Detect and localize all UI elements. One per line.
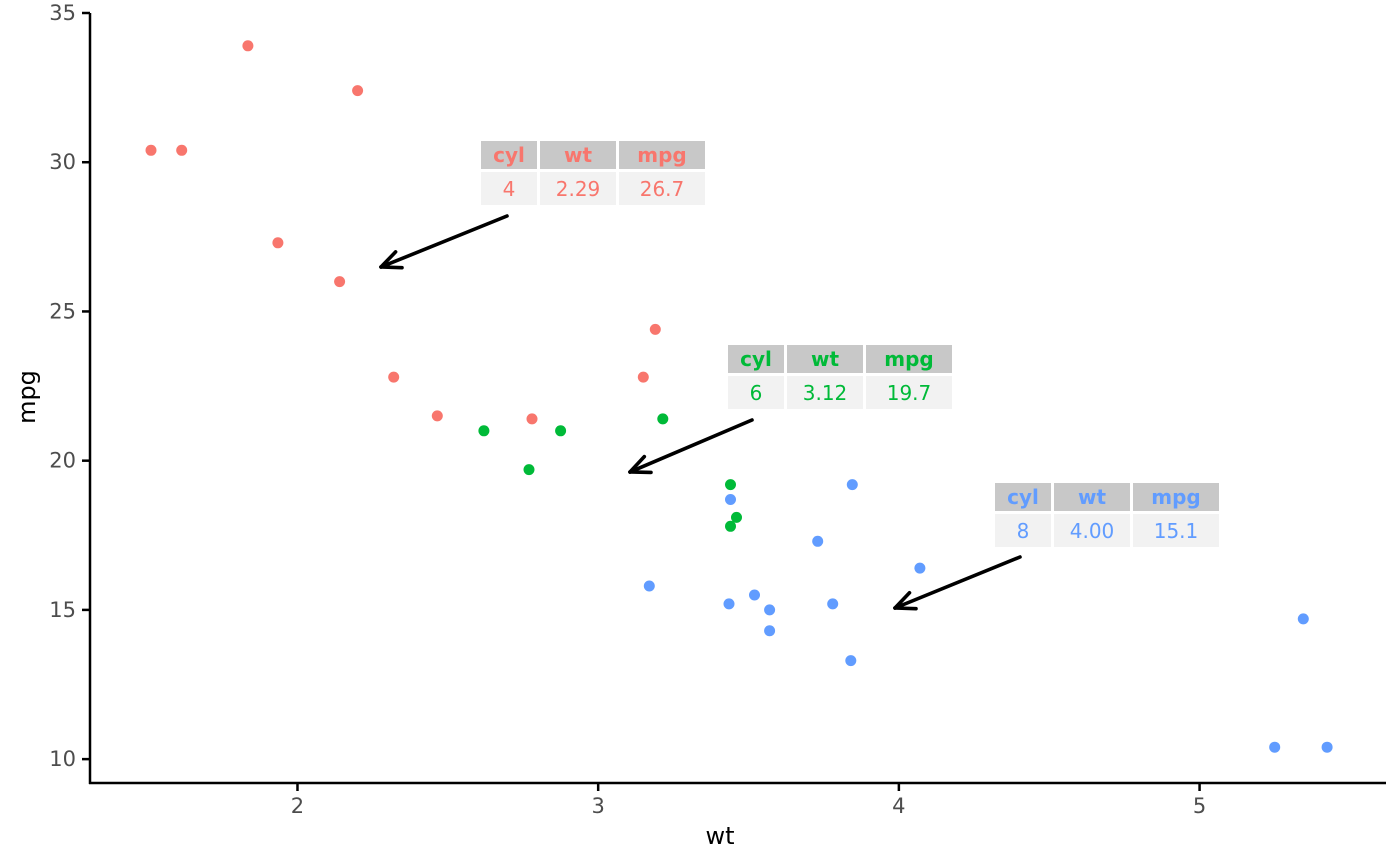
data-point-cyl-6 xyxy=(725,520,736,532)
table-value-row: 8 4.00 15.1 xyxy=(995,514,1219,547)
header-cell-wt: wt xyxy=(540,141,616,169)
data-point-cyl-4 xyxy=(649,323,661,335)
annotation-arrow-cyl-4 xyxy=(379,214,509,270)
table-header-row: cyl wt mpg xyxy=(728,345,952,373)
table-value-row: 4 2.29 26.7 xyxy=(481,172,705,205)
data-point-cyl-8 xyxy=(764,625,776,637)
data-point-cyl-8 xyxy=(643,580,655,592)
y-axis-title: mpg xyxy=(13,370,41,424)
data-point-cyl-4 xyxy=(637,371,649,383)
header-cell-cyl: cyl xyxy=(481,141,537,169)
y-tick-label: 30 xyxy=(49,150,76,174)
table-header-row: cyl wt mpg xyxy=(995,483,1219,511)
data-point-cyl-8 xyxy=(846,479,858,491)
header-cell-cyl: cyl xyxy=(728,345,784,373)
data-point-cyl-8 xyxy=(1321,741,1333,753)
data-point-cyl-4 xyxy=(272,237,284,249)
data-point-cyl-8 xyxy=(764,604,776,616)
data-point-cyl-6 xyxy=(523,464,535,476)
data-point-cyl-4 xyxy=(334,276,346,288)
header-cell-wt: wt xyxy=(1054,483,1130,511)
data-point-cyl-6 xyxy=(478,425,490,437)
value-cell-wt: 2.29 xyxy=(540,172,616,205)
data-point-cyl-4 xyxy=(176,144,188,156)
header-cell-cyl: cyl xyxy=(995,483,1051,511)
x-tick-label: 3 xyxy=(591,794,604,818)
data-point-cyl-8 xyxy=(914,562,926,574)
value-cell-mpg: 26.7 xyxy=(619,172,705,205)
ticks-layer: 2 3 4 5 10 15 20 25 30 35 xyxy=(49,1,1206,818)
y-tick-label: 35 xyxy=(49,1,76,25)
data-point-cyl-8 xyxy=(812,535,824,547)
data-point-cyl-4 xyxy=(145,144,157,156)
data-point-cyl-4 xyxy=(352,85,364,97)
data-point-cyl-8 xyxy=(749,589,760,601)
value-cell-mpg: 15.1 xyxy=(1133,514,1219,547)
data-point-cyl-4 xyxy=(242,40,254,52)
points-layer xyxy=(145,40,1333,753)
cyl8-mean-table: cyl wt mpg 8 4.00 15.1 xyxy=(992,480,1222,550)
header-cell-mpg: mpg xyxy=(1133,483,1219,511)
table-header-row: cyl wt mpg xyxy=(481,141,705,169)
y-tick-label: 15 xyxy=(49,598,76,622)
data-point-cyl-8 xyxy=(1297,613,1309,625)
data-point-cyl-4 xyxy=(431,410,443,422)
x-tick-label: 4 xyxy=(892,794,905,818)
x-tick-label: 5 xyxy=(1193,794,1206,818)
data-point-cyl-8 xyxy=(827,598,839,610)
data-point-cyl-6 xyxy=(725,479,736,491)
data-point-cyl-8 xyxy=(723,598,735,610)
header-cell-mpg: mpg xyxy=(866,345,952,373)
data-point-cyl-8 xyxy=(725,494,736,505)
annotation-arrow-cyl-8 xyxy=(893,555,1022,611)
data-point-cyl-6 xyxy=(555,425,567,437)
value-cell-cyl: 4 xyxy=(481,172,537,205)
cyl6-mean-table: cyl wt mpg 6 3.12 19.7 xyxy=(725,342,955,412)
data-point-cyl-4 xyxy=(526,413,538,425)
value-cell-cyl: 6 xyxy=(728,376,784,409)
value-cell-wt: 3.12 xyxy=(787,376,863,409)
y-tick-label: 20 xyxy=(49,449,76,473)
header-cell-mpg: mpg xyxy=(619,141,705,169)
data-point-cyl-4 xyxy=(388,371,400,383)
axes-layer xyxy=(88,13,1386,785)
x-tick-label: 2 xyxy=(291,794,304,818)
table-value-row: 6 3.12 19.7 xyxy=(728,376,952,409)
value-cell-cyl: 8 xyxy=(995,514,1051,547)
header-cell-wt: wt xyxy=(787,345,863,373)
y-tick-label: 25 xyxy=(49,299,76,323)
data-point-cyl-6 xyxy=(731,511,742,523)
y-tick-label: 10 xyxy=(49,747,76,771)
cyl4-mean-table: cyl wt mpg 4 2.29 26.7 xyxy=(478,138,708,208)
data-point-cyl-8 xyxy=(1269,741,1281,753)
data-point-cyl-8 xyxy=(845,655,857,667)
value-cell-wt: 4.00 xyxy=(1054,514,1130,547)
data-point-cyl-6 xyxy=(657,413,669,425)
value-cell-mpg: 19.7 xyxy=(866,376,952,409)
annotation-arrow-cyl-6 xyxy=(628,418,754,475)
arrows-layer xyxy=(379,214,1022,611)
x-axis-title: wt xyxy=(705,822,735,850)
